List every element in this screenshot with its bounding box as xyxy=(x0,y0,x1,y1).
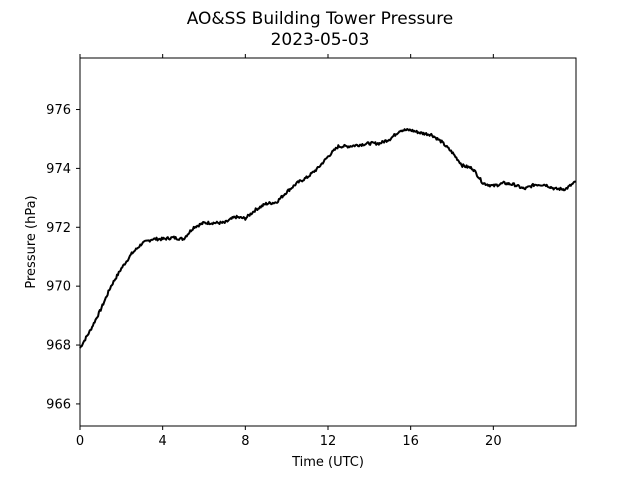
chart-title: AO&SS Building Tower Pressure xyxy=(187,9,454,29)
x-tick-label: 12 xyxy=(320,434,337,449)
x-tick-label: 0 xyxy=(76,434,84,449)
y-tick-label: 968 xyxy=(46,339,71,354)
y-tick-label: 974 xyxy=(46,162,71,177)
x-tick-label: 20 xyxy=(485,434,502,449)
y-axis-label: Pressure (hPa) xyxy=(24,195,39,288)
x-axis: 0 4 8 12 16 20 xyxy=(76,54,502,449)
y-tick-label: 972 xyxy=(46,221,71,236)
x-tick-label: 4 xyxy=(159,434,167,449)
plot-frame xyxy=(79,57,577,427)
y-axis: 966 968 970 972 974 976 xyxy=(46,103,80,412)
y-tick-label: 966 xyxy=(46,397,71,412)
y-tick-label: 976 xyxy=(46,103,71,118)
pressure-series-line xyxy=(79,128,577,349)
chart-subtitle: 2023-05-03 xyxy=(271,30,370,50)
x-tick-label: 16 xyxy=(402,434,419,449)
x-axis-label: Time (UTC) xyxy=(291,455,364,470)
x-tick-label: 8 xyxy=(241,434,249,449)
y-tick-label: 970 xyxy=(46,280,71,295)
